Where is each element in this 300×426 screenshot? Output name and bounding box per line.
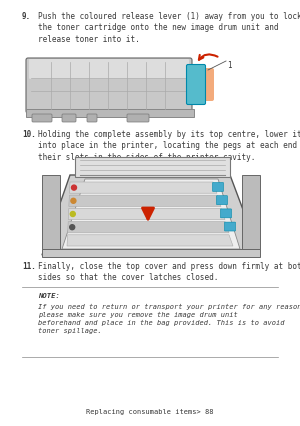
FancyBboxPatch shape [29,60,189,80]
Polygon shape [242,176,260,249]
Polygon shape [69,183,217,194]
Polygon shape [62,180,240,249]
FancyBboxPatch shape [127,115,149,123]
Text: NOTE:: NOTE: [38,292,60,298]
Circle shape [71,199,76,204]
Polygon shape [42,176,60,249]
Polygon shape [67,235,233,246]
Polygon shape [75,158,230,178]
Polygon shape [68,209,225,220]
Polygon shape [68,222,229,233]
Text: Holding the complete assembly by its top centre, lower it
into place in the prin: Holding the complete assembly by its top… [38,130,300,161]
Polygon shape [42,176,260,256]
Polygon shape [69,196,221,207]
FancyBboxPatch shape [26,59,192,114]
FancyBboxPatch shape [220,210,232,218]
FancyBboxPatch shape [224,222,236,231]
Text: If you need to return or transport your printer for any reason,
please make sure: If you need to return or transport your … [38,303,300,333]
FancyBboxPatch shape [187,65,206,105]
Text: 1: 1 [227,61,232,70]
Bar [42,249,260,257]
FancyBboxPatch shape [32,115,52,123]
Circle shape [70,212,75,217]
FancyBboxPatch shape [212,183,224,192]
FancyBboxPatch shape [217,196,227,205]
Text: Replacing consumable items> 88: Replacing consumable items> 88 [86,408,214,414]
Text: 11.: 11. [22,262,36,271]
FancyBboxPatch shape [87,115,97,123]
Circle shape [70,225,75,230]
Text: 10.: 10. [22,130,36,139]
FancyBboxPatch shape [62,115,76,123]
FancyBboxPatch shape [200,69,214,102]
Bar [26,110,194,118]
Text: Finally, close the top cover and press down firmly at both
sides so that the cov: Finally, close the top cover and press d… [38,262,300,282]
Text: 9.: 9. [22,12,31,21]
Circle shape [71,186,76,191]
Text: Push the coloured release lever (1) away from you to lock
the toner cartridge on: Push the coloured release lever (1) away… [38,12,300,44]
